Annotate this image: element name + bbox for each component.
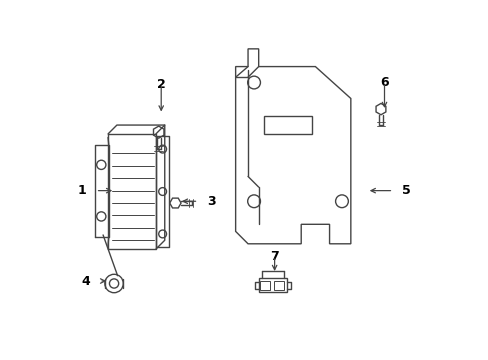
Circle shape <box>104 274 123 293</box>
Text: 2: 2 <box>157 78 165 91</box>
Text: 6: 6 <box>379 76 388 89</box>
Bar <box>258 278 286 292</box>
Polygon shape <box>235 49 350 244</box>
Text: 7: 7 <box>270 250 279 263</box>
Polygon shape <box>375 103 385 115</box>
Polygon shape <box>169 198 181 208</box>
Polygon shape <box>264 116 311 134</box>
Text: 4: 4 <box>81 275 90 288</box>
Bar <box>260 282 270 290</box>
Bar <box>273 282 283 290</box>
Text: 1: 1 <box>78 184 86 197</box>
Text: 5: 5 <box>402 184 410 197</box>
Polygon shape <box>153 126 163 138</box>
Text: 3: 3 <box>207 195 216 208</box>
